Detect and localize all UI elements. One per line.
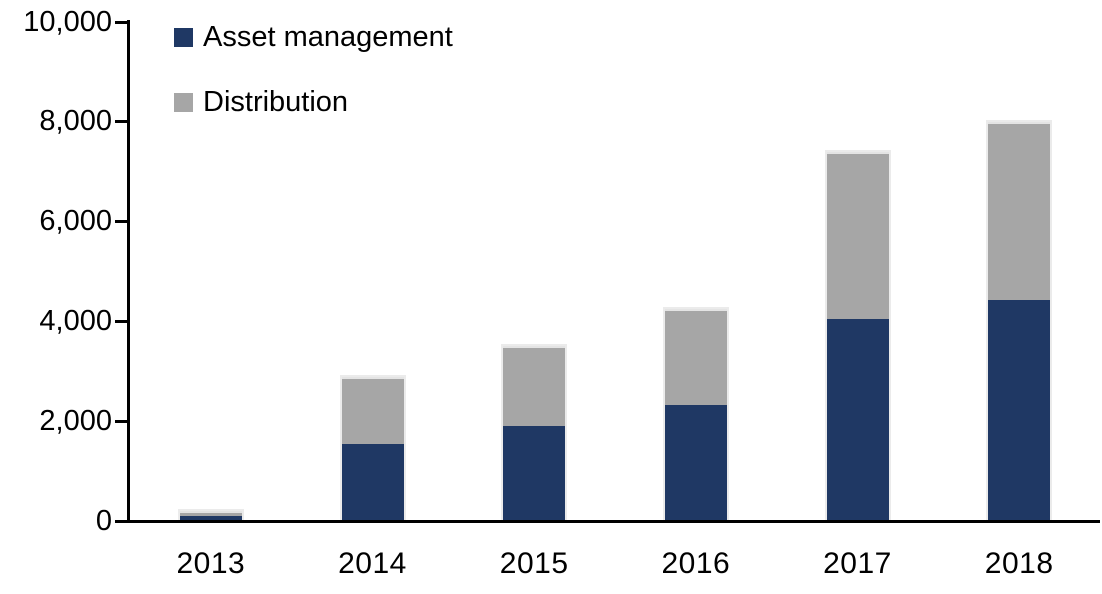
x-tick-label-2016: 2016 (661, 547, 731, 580)
y-tick-label: 6,000 (39, 205, 112, 238)
plot-area: 10,000 8,000 6,000 4,000 2,000 0 2013 2014 2015… (23, 7, 1100, 579)
bar-segment-distribution-2014 (341, 377, 404, 444)
x-axis-line (118, 520, 1100, 523)
y-axis-line (127, 20, 130, 523)
legend-item-distribution: Distribution (174, 87, 453, 116)
legend-label-distribution: Distribution (203, 85, 349, 118)
bar-stack-2015 (501, 344, 568, 521)
bar-stack-2014 (339, 375, 406, 521)
bar-segment-distribution-2018 (988, 121, 1051, 300)
y-tick-label: 4,000 (39, 304, 112, 337)
x-tick-label-2013: 2013 (176, 547, 246, 580)
bar-segment-distribution-2016 (664, 308, 727, 406)
x-tick-label-2015: 2015 (499, 547, 569, 580)
bar-segment-asset-management-2016 (664, 405, 727, 521)
y-tick-label: 10,000 (23, 5, 112, 38)
y-tick-mark (115, 120, 130, 124)
y-tick-label: 2,000 (39, 404, 112, 437)
y-tick-mark (115, 419, 130, 423)
y-tick-label: 0 (95, 504, 112, 537)
bar-segment-distribution-2013 (179, 511, 242, 517)
bar-segment-asset-management-2017 (826, 318, 889, 521)
y-tick-mark (115, 220, 130, 224)
bar-segment-distribution-2015 (503, 346, 566, 427)
y-tick-label: 8,000 (39, 105, 112, 138)
bar-segment-asset-management-2015 (503, 426, 566, 521)
legend: Asset management Distribution (174, 22, 453, 157)
y-tick-mark (115, 319, 130, 323)
y-tick-mark (115, 20, 130, 24)
bar-stack-2018 (986, 119, 1053, 521)
bar-stack-2016 (662, 306, 729, 521)
legend-label-asset-management: Asset management (203, 20, 453, 53)
bar-segment-asset-management-2018 (988, 299, 1051, 521)
bar-segment-asset-management-2014 (341, 443, 404, 521)
legend-swatch-distribution-icon (174, 92, 193, 112)
bar-stack-2017 (824, 149, 891, 521)
x-tick-label-2017: 2017 (823, 547, 892, 580)
x-tick-label-2018: 2018 (984, 547, 1054, 580)
bar-stack-2013 (177, 509, 244, 521)
legend-swatch-asset-management-icon (174, 27, 193, 47)
legend-item-asset-management: Asset management (174, 22, 453, 51)
bar-segment-distribution-2017 (826, 151, 889, 319)
bar-segment-asset-management-2013 (179, 516, 242, 521)
x-tick-label-2014: 2014 (338, 547, 407, 580)
